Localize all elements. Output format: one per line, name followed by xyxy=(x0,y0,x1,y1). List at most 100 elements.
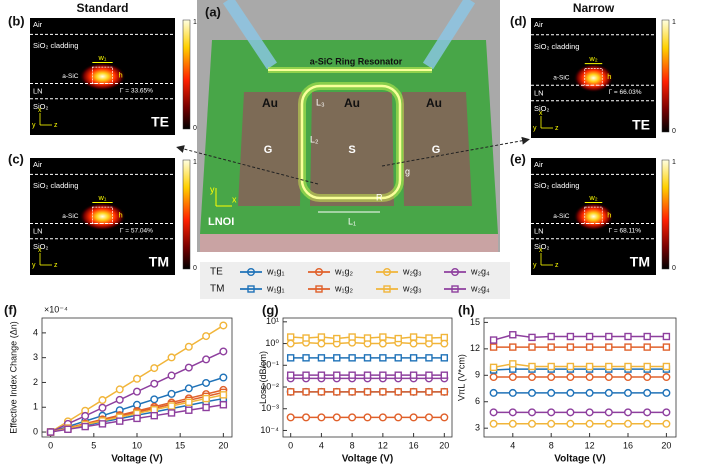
x-tick-label: 10 xyxy=(132,440,142,450)
panel-header: Narrow xyxy=(573,1,615,15)
data-point xyxy=(528,343,536,351)
legend-marker xyxy=(451,285,459,293)
x-tick-label: 12 xyxy=(585,440,595,450)
data-point xyxy=(566,388,575,397)
data-point xyxy=(219,347,228,356)
legend-label: w₂g₄ xyxy=(470,266,490,276)
legend-marker xyxy=(246,268,255,277)
data-point xyxy=(547,419,556,428)
data-point xyxy=(378,413,387,422)
data-point xyxy=(150,395,159,404)
layer-label: a-SiC xyxy=(62,73,79,80)
colorbar-tick: 1 xyxy=(672,159,676,166)
data-point xyxy=(150,406,158,414)
data-point xyxy=(566,419,575,428)
confinement-factor: Γ = 57.04% xyxy=(120,227,153,234)
data-point xyxy=(489,336,498,344)
dimension-label: R xyxy=(376,192,383,202)
data-point xyxy=(440,339,449,348)
data-point xyxy=(643,373,652,382)
dimension-label: L₂ xyxy=(310,134,319,144)
data-point xyxy=(219,321,228,330)
colorbar-tick: 1 xyxy=(193,19,197,26)
data-point xyxy=(566,343,575,351)
confinement-factor: Γ = 68.11% xyxy=(609,227,642,234)
data-point xyxy=(547,373,556,382)
data-point xyxy=(379,354,387,362)
data-point xyxy=(184,342,193,351)
y-tick-label: 1 xyxy=(33,402,38,412)
dimension-label: g xyxy=(405,166,410,176)
electrode xyxy=(310,92,394,206)
colorbar xyxy=(182,159,191,270)
data-point xyxy=(302,354,310,362)
data-point xyxy=(425,388,433,396)
data-point xyxy=(489,373,498,382)
layer-label: SiO₂ xyxy=(534,104,550,113)
data-point xyxy=(167,371,176,380)
data-point xyxy=(605,362,613,371)
data-point xyxy=(409,371,418,379)
data-point xyxy=(585,419,594,428)
data-point xyxy=(167,402,176,410)
data-point xyxy=(662,408,671,417)
data-point xyxy=(489,388,498,397)
pad-label: G xyxy=(432,144,441,156)
data-point xyxy=(348,333,356,341)
data-point xyxy=(348,371,356,379)
layer-label: Air xyxy=(33,20,43,29)
data-point xyxy=(317,339,326,348)
y-tick-label: 9 xyxy=(475,370,480,380)
layer-label: Air xyxy=(534,160,544,169)
electrode xyxy=(402,92,472,206)
axis-label: z xyxy=(555,262,559,269)
data-point xyxy=(167,409,176,417)
data-point xyxy=(332,413,341,422)
data-point xyxy=(624,332,632,341)
layer-label: SiO₂ xyxy=(33,242,49,251)
layer-label: LN xyxy=(33,87,43,96)
core-outline xyxy=(584,206,603,224)
fiber xyxy=(422,0,476,70)
device-title: a-SiC Ring Resonator xyxy=(310,56,403,66)
y-tick-label: 3 xyxy=(475,423,480,433)
data-point xyxy=(317,413,326,422)
data-point xyxy=(508,373,517,382)
colorbar-tick: 0 xyxy=(193,265,197,272)
y-tick-label: 10⁰ xyxy=(265,338,279,348)
colorbar xyxy=(661,19,670,133)
data-point xyxy=(363,334,372,342)
y-tick-label: 10⁻¹ xyxy=(261,360,279,370)
y-axis-label: VπL (V*cm) xyxy=(456,354,466,401)
data-point xyxy=(132,374,141,383)
data-point xyxy=(185,406,193,414)
axis-label: y xyxy=(32,262,36,269)
data-point xyxy=(115,385,124,394)
y-tick-label: 15 xyxy=(470,317,480,327)
y-axis-label: Loss (dB/cm) xyxy=(258,351,268,404)
data-point xyxy=(547,343,555,351)
data-point xyxy=(424,413,433,422)
data-point xyxy=(363,388,372,396)
legend-box xyxy=(200,262,510,299)
y-tick-label: 6 xyxy=(475,396,480,406)
data-point xyxy=(509,360,517,368)
axis-label: y xyxy=(210,184,215,194)
data-point xyxy=(317,333,326,341)
height-label: h xyxy=(118,70,122,79)
data-point xyxy=(566,373,575,382)
data-point xyxy=(528,388,537,397)
data-point xyxy=(624,388,633,397)
axis-label: x xyxy=(38,107,42,114)
confinement-factor: Γ = 33.65% xyxy=(120,87,153,94)
core-outline xyxy=(91,66,113,84)
height-label: h xyxy=(607,210,611,219)
data-point xyxy=(132,387,141,396)
x-tick-label: 4 xyxy=(319,440,324,450)
data-point xyxy=(286,333,295,341)
series-line xyxy=(493,368,667,371)
axis-label: z xyxy=(54,262,58,269)
data-point xyxy=(528,408,537,417)
pointer-arrow xyxy=(176,145,319,185)
